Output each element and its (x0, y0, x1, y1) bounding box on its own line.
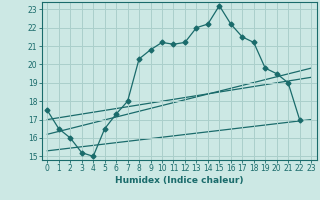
X-axis label: Humidex (Indice chaleur): Humidex (Indice chaleur) (115, 176, 244, 185)
